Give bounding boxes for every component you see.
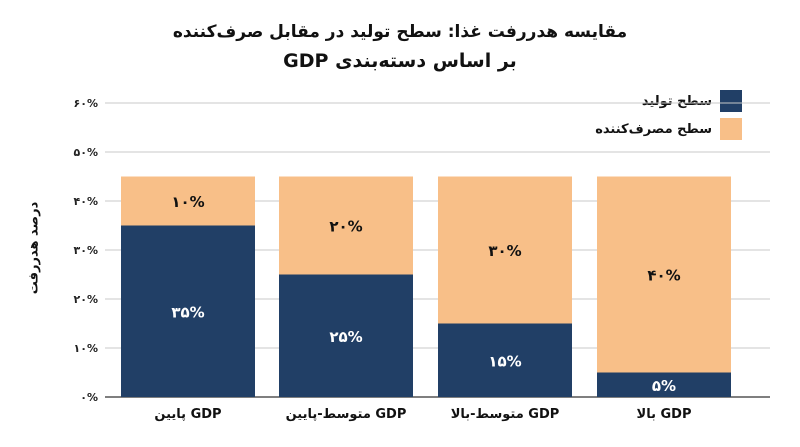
bar-segment xyxy=(438,323,572,397)
legend-label-consumer: سطح مصرف‌کننده xyxy=(595,121,712,137)
data-label: ۲۰% xyxy=(329,218,362,236)
data-label: ۱۵% xyxy=(488,352,521,370)
chart-subtitle: بر اساس دسته‌بندی GDP xyxy=(283,50,517,72)
x-tick-label: GDP متوسط-بالا xyxy=(451,407,560,422)
y-tick-label: ۰% xyxy=(80,391,98,404)
legend-swatch-production xyxy=(720,90,742,112)
bar-segment xyxy=(279,274,413,397)
legend-item-consumer: سطح مصرف‌کننده xyxy=(595,118,742,140)
bar-segment xyxy=(279,176,413,275)
y-tick-label: ۴۰% xyxy=(74,195,98,208)
y-tick-label: ۲۰% xyxy=(74,293,98,306)
legend-label-production: سطح تولید xyxy=(641,93,712,109)
data-label: ۵% xyxy=(652,377,676,395)
data-label: ۳۵% xyxy=(171,303,204,321)
y-tick-label: ۱۰% xyxy=(74,342,98,355)
x-tick-label: GDP بالا xyxy=(637,407,692,422)
legend-item-production: سطح تولید xyxy=(642,90,742,112)
data-label: ۱۰% xyxy=(171,193,204,211)
x-tick-label: GDP متوسط-پایین xyxy=(286,407,407,422)
data-label: ۳۰% xyxy=(488,242,521,260)
y-tick-label: ۶۰% xyxy=(74,97,98,110)
x-tick-label: GDP پایین xyxy=(154,407,221,422)
bar-segment xyxy=(438,176,572,324)
bar-segment xyxy=(121,225,255,397)
bar-segment xyxy=(597,372,731,397)
y-tick-label: ۳۰% xyxy=(74,244,98,257)
data-label: ۲۵% xyxy=(329,328,362,346)
bar-segment xyxy=(121,176,255,226)
chart-title: مقایسه هدررفت غذا: سطح تولید در مقابل صر… xyxy=(172,22,628,42)
bar-segment xyxy=(597,176,731,373)
legend-swatch-consumer xyxy=(720,118,742,140)
y-tick-label: ۵۰% xyxy=(74,146,98,159)
data-label: ۴۰% xyxy=(647,267,680,285)
